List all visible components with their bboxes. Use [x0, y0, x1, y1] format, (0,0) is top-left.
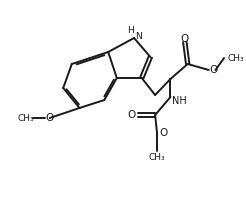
Text: CH₃: CH₃ — [17, 113, 34, 123]
Text: O: O — [128, 110, 136, 120]
Text: CH₃: CH₃ — [228, 53, 245, 63]
Text: H: H — [127, 26, 134, 34]
Text: O: O — [46, 113, 54, 123]
Text: NH: NH — [172, 96, 187, 106]
Text: O: O — [181, 34, 189, 44]
Text: O: O — [159, 128, 167, 138]
Text: O: O — [210, 65, 218, 75]
Text: CH₃: CH₃ — [149, 153, 165, 162]
Text: N: N — [135, 31, 142, 41]
